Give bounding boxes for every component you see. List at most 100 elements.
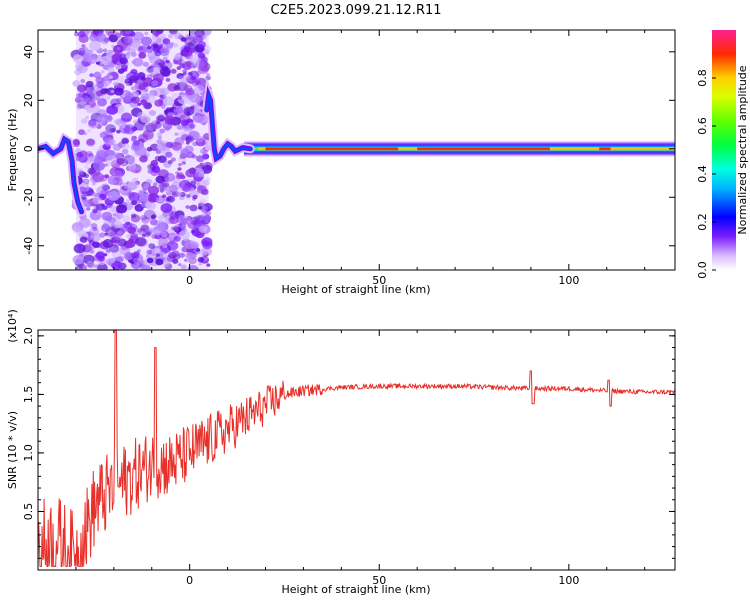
spectrogram-speckle [140,76,146,81]
spectrogram-speckle [148,243,156,249]
spectrogram-speckle [177,96,182,100]
spectrogram-speckle [200,212,211,222]
spectrogram-speckle [165,197,171,202]
spectrogram-speckle [180,148,190,157]
spectrogram-speckle [180,37,187,42]
spectrogram-speckle [116,97,122,103]
spectrogram-speckle [195,135,204,143]
spectrogram-speckle [141,233,146,238]
spectrogram-speckle [125,82,130,87]
spectrogram-speckle [137,228,143,233]
spectrogram-speckle [194,30,205,38]
spectrogram-frame [37,29,676,271]
spectrogram-speckle [145,122,157,133]
spectrogram-speckle [197,52,206,59]
spectrogram-speckle [85,115,89,120]
spectrogram-speckle [127,226,137,234]
spectrogram-speckle [152,182,158,187]
spectrogram-speckle [165,77,171,82]
carrier-peak [417,147,550,151]
spectrogram-speckle [90,232,101,242]
spectrogram-speckle [163,186,170,192]
spectrogram-speckle [170,157,176,162]
spectrogram-speckle [77,230,88,239]
spectrogram-speckle [162,56,168,61]
spectrogram-speckle [182,184,192,192]
spectrogram-speckle [151,36,163,46]
colorbar-tick-label: 0.0 [696,261,709,279]
spectrogram-speckle [74,97,82,103]
spectrogram-speckle [114,256,124,264]
spectrogram-speckle [78,217,91,228]
spectrogram-speckle [108,75,113,80]
spectrogram-speckle [190,230,195,234]
spectrogram-speckle [196,105,202,110]
spectrogram-speckle [100,38,109,45]
spectrogram-speckle [146,249,152,255]
spectrogram-speckle [171,141,183,151]
spectrogram-speckle [155,120,161,125]
spectrogram-speckle [178,75,189,84]
spectrogram-speckle [180,264,187,270]
snr-plot-area [38,330,675,570]
spectrogram-speckle [156,139,163,145]
spectrogram-speckle [112,170,123,178]
spectrogram-speckle [184,258,188,262]
spectrogram-speckle [128,163,137,171]
spectrogram-speckle [147,51,157,60]
spectrogram-speckle [154,32,160,37]
spectrogram-speckle [159,47,170,57]
spectrogram-speckle [197,217,209,228]
spectrogram-speckle [165,151,173,158]
spectrogram-speckle [181,215,192,225]
spectrogram-speckle [141,216,150,224]
spectrogram-speckle [199,159,204,163]
snr-ticks: 0 50 100 0.5 1.0 1.5 2.0 [22,327,675,587]
spectrogram-speckle [173,235,181,242]
spectrogram-content [38,30,675,270]
spectrogram-speckle [105,215,113,222]
spectrogram-speckle [147,163,156,171]
spectrogram-y-tick-label: 0 [22,145,35,152]
spectrogram-speckle [186,74,191,79]
spectrogram-speckle [206,263,211,267]
spectrogram-speckle [198,206,203,210]
spectrogram-speckle [192,35,203,44]
spectrogram-speckle [173,85,181,91]
spectrogram-speckle [178,195,185,201]
colorbar-ticks: 0.0 0.2 0.4 0.6 0.8 [696,69,716,279]
spectrogram-x-axis-label: Height of straight line (km) [281,283,430,296]
snr-y-tick-label: 1.0 [22,444,35,462]
spectrogram-speckle [149,54,161,65]
spectrogram-speckle [93,84,98,88]
spectrogram-speckle [192,194,198,200]
spectrogram-speckle [157,135,163,140]
spectrogram-speckle [150,73,155,77]
spectrogram-speckle [132,119,138,124]
spectrogram-x-tick-label: 100 [558,274,579,287]
spectrogram-speckle [183,106,195,116]
spectrogram-speckle [160,87,170,96]
spectrogram-speckle [81,44,86,48]
spectrogram-speckle [190,35,201,45]
spectrogram-speckle [199,198,207,205]
spectrogram-speckle [86,30,92,33]
spectrogram-speckle [146,66,154,73]
spectrogram-speckle [133,256,144,265]
spectrogram-speckle [200,34,207,40]
spectrogram-speckle [116,46,121,50]
spectrogram-speckle [74,62,85,71]
spectrogram-speckle [84,84,95,93]
spectrogram-speckle [201,205,209,212]
spectrogram-speckle [188,123,195,129]
spectrogram-speckle [160,182,171,192]
spectrogram-speckle [105,226,118,237]
spectrogram-speckle [150,159,159,167]
spectrogram-speckle [92,208,98,214]
spectrogram-speckle [130,213,137,219]
spectrogram-speckle [156,144,163,150]
spectrogram-y-tick-label: 40 [22,45,35,59]
spectrogram-speckle [178,131,188,139]
spectrogram-speckle [200,229,206,234]
spectrogram-speckle [150,119,162,130]
